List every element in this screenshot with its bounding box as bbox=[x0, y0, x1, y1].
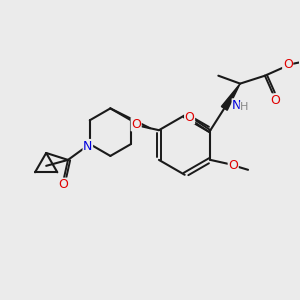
Text: O: O bbox=[131, 118, 141, 131]
Text: O: O bbox=[58, 178, 68, 191]
Text: N: N bbox=[83, 140, 92, 152]
Text: O: O bbox=[270, 94, 280, 107]
Text: O: O bbox=[185, 111, 194, 124]
Text: O: O bbox=[228, 159, 238, 172]
Text: O: O bbox=[283, 58, 292, 71]
Text: H: H bbox=[240, 102, 248, 112]
Text: N: N bbox=[232, 99, 242, 112]
Polygon shape bbox=[221, 84, 240, 110]
